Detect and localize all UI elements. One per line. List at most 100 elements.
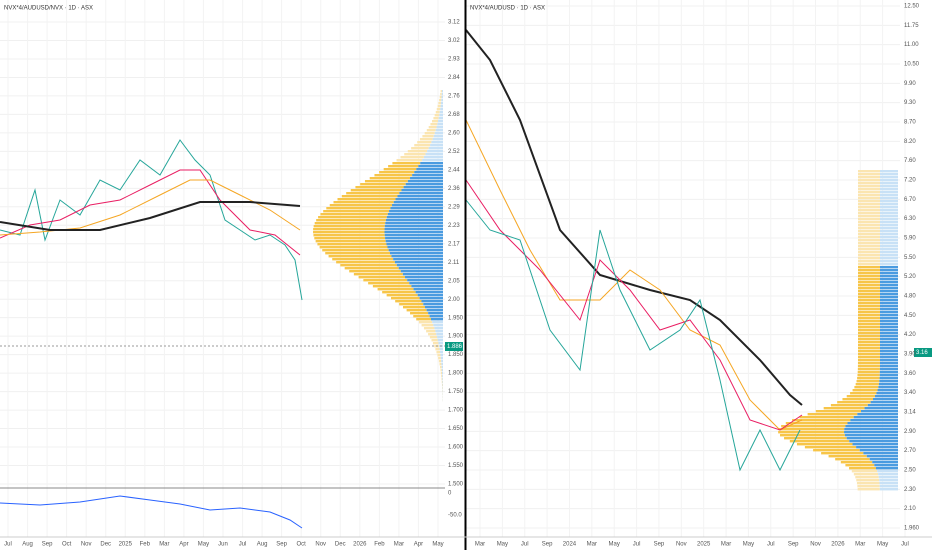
profile-bar — [429, 336, 438, 339]
profile-bar — [880, 278, 898, 281]
profile-bar — [390, 297, 420, 300]
profile-bar — [837, 401, 871, 404]
profile-bar — [404, 153, 426, 156]
profile-bar — [336, 261, 395, 264]
time-label: Nov — [315, 542, 326, 548]
profile-bar — [849, 440, 898, 443]
profile-bar — [858, 206, 880, 209]
profile-bar — [854, 386, 879, 389]
profile-bar — [436, 108, 441, 111]
time-label: Sep — [42, 542, 53, 548]
profile-bar — [880, 323, 898, 326]
profile-bar — [863, 452, 898, 455]
profile-bar — [799, 416, 854, 419]
profile-bar — [880, 179, 898, 182]
price-label: 4.80 — [904, 294, 916, 300]
profile-bar — [879, 356, 898, 359]
profile-bar — [320, 213, 388, 216]
profile-bar — [439, 96, 442, 99]
profile-bar — [880, 284, 898, 287]
profile-bar — [870, 401, 898, 404]
profile-bar — [313, 234, 385, 237]
time-label: May — [497, 542, 508, 548]
profile-bar — [880, 236, 898, 239]
profile-bar — [441, 366, 443, 369]
profile-bar — [411, 285, 443, 288]
profile-bar — [355, 186, 404, 189]
profile-bar — [880, 245, 898, 248]
profile-bar — [428, 147, 443, 150]
profile-bar — [341, 195, 398, 198]
profile-bar — [858, 317, 880, 320]
profile-bar — [872, 461, 898, 464]
price-label: 12.50 — [904, 4, 920, 10]
profile-bar — [385, 222, 443, 225]
time-label: Apr — [414, 542, 423, 548]
profile-bar — [858, 245, 880, 248]
profile-bar — [319, 246, 388, 249]
profile-bar — [828, 455, 867, 458]
profile-bar — [856, 380, 880, 383]
price-label: 1.750 — [448, 389, 464, 395]
profile-bar — [880, 302, 898, 305]
profile-bar — [364, 180, 408, 183]
price-label: 9.90 — [904, 81, 916, 87]
profile-bar — [858, 305, 880, 308]
price-label: 1.960 — [904, 526, 920, 532]
profile-bar — [340, 264, 397, 267]
profile-bar — [428, 333, 437, 336]
price-label: 2.44 — [448, 167, 460, 173]
profile-bar — [858, 239, 880, 242]
time-label: Jul — [767, 542, 775, 548]
profile-bar — [879, 479, 898, 482]
price-label: 7.60 — [904, 158, 916, 164]
profile-bar — [442, 378, 443, 381]
profile-bar — [395, 198, 443, 201]
time-label: Mar — [721, 542, 731, 548]
profile-bar — [368, 282, 410, 285]
profile-bar — [857, 344, 880, 347]
profile-bar — [383, 168, 417, 171]
profile-bar — [411, 147, 429, 150]
profile-bar — [358, 276, 406, 279]
profile-bar — [858, 329, 880, 332]
profile-bar — [855, 476, 879, 479]
profile-bar — [390, 252, 443, 255]
profile-bar — [876, 392, 898, 395]
profile-bar — [857, 347, 880, 350]
profile-bar — [412, 174, 443, 177]
profile-bar — [880, 185, 898, 188]
profile-bar — [880, 176, 898, 179]
profile-bar — [407, 180, 443, 183]
left-price-axis — [445, 0, 465, 537]
profile-bar — [844, 434, 898, 437]
current-price: 3.16 — [916, 350, 928, 356]
profile-bar — [436, 126, 443, 129]
profile-bar — [438, 360, 442, 363]
profile-bar — [386, 294, 418, 297]
profile-bar — [880, 308, 898, 311]
profile-bar — [849, 467, 876, 470]
profile-bar — [433, 117, 439, 120]
profile-bar — [441, 375, 443, 378]
profile-bar — [430, 144, 443, 147]
profile-bar — [434, 132, 443, 135]
price-label: 2.00 — [448, 297, 460, 303]
profile-bar — [858, 188, 880, 191]
profile-bar — [858, 227, 880, 230]
profile-bar — [789, 440, 850, 443]
profile-bar — [440, 357, 443, 360]
profile-bar — [438, 342, 443, 345]
profile-bar — [858, 272, 880, 275]
profile-bar — [434, 327, 443, 330]
time-label: 2025 — [119, 542, 133, 548]
price-label: 2.29 — [448, 204, 460, 210]
profile-bar — [417, 294, 443, 297]
time-label: Oct — [297, 542, 307, 548]
profile-bar — [389, 210, 443, 213]
profile-bar — [323, 210, 390, 213]
indicator-label: -50.0 — [448, 513, 462, 519]
profile-bar — [427, 150, 443, 153]
profile-bar — [880, 248, 898, 251]
profile-bar — [328, 255, 392, 258]
